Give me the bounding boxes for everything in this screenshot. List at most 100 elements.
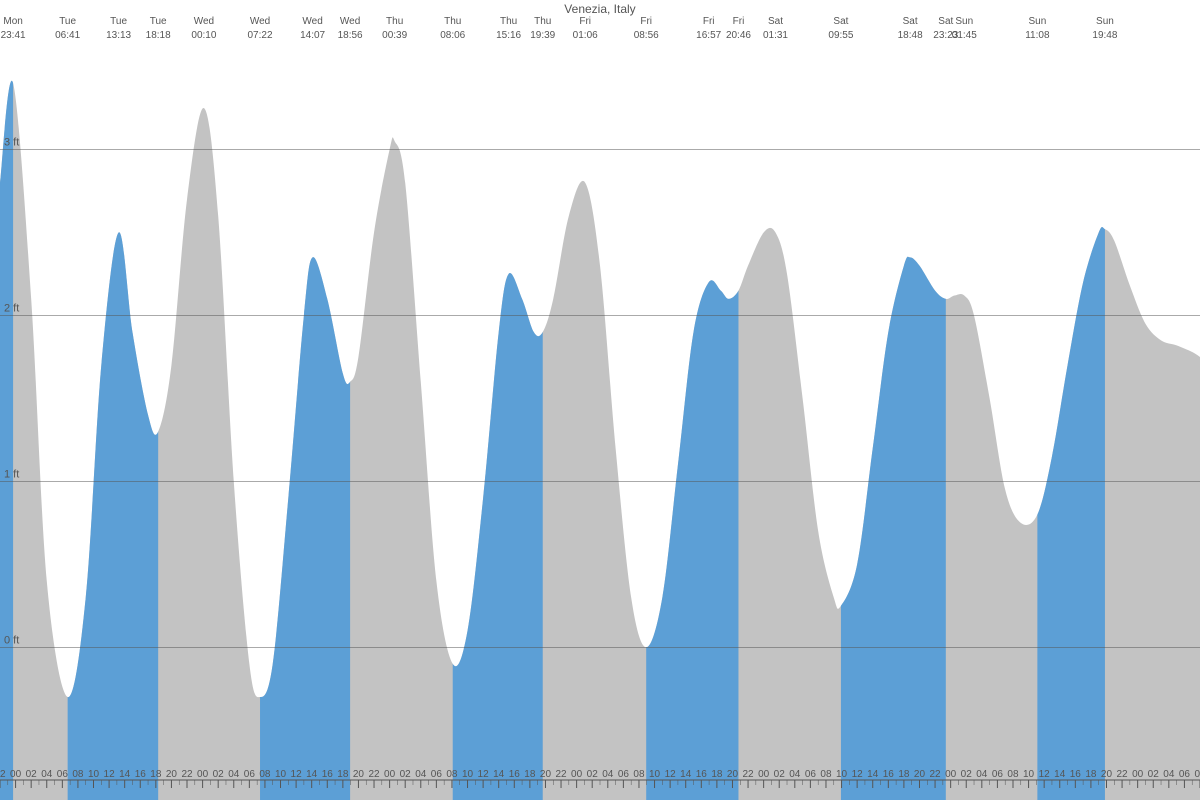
svg-text:13:13: 13:13 xyxy=(106,30,131,41)
x-tick-label: 14 xyxy=(867,769,879,780)
x-tick-label: 18 xyxy=(898,769,910,780)
svg-text:08:56: 08:56 xyxy=(634,30,659,41)
x-tick-label: 22 xyxy=(930,769,942,780)
x-tick-label: 14 xyxy=(680,769,692,780)
x-tick-label: 20 xyxy=(727,769,739,780)
x-tick-label: 02 xyxy=(213,769,225,780)
svg-text:08:06: 08:06 xyxy=(440,30,465,41)
x-tick-label: 12 xyxy=(852,769,864,780)
svg-text:Wed: Wed xyxy=(250,16,270,27)
x-tick-label: 10 xyxy=(88,769,100,780)
tide-event-label: Thu19:39 xyxy=(530,16,555,41)
x-tick-label: 08 xyxy=(820,769,832,780)
x-tick-label: 16 xyxy=(883,769,895,780)
x-tick-label: 04 xyxy=(1163,769,1175,780)
tide-event-label: Fri16:57 xyxy=(696,16,721,41)
x-tick-label: 18 xyxy=(711,769,723,780)
x-tick-label: 06 xyxy=(805,769,817,780)
x-tick-label: 02 xyxy=(400,769,412,780)
y-tick-label: 0 ft xyxy=(4,634,19,646)
svg-text:19:48: 19:48 xyxy=(1092,30,1117,41)
x-tick-label: 08 xyxy=(446,769,458,780)
svg-text:Fri: Fri xyxy=(640,16,652,27)
x-tick-label: 00 xyxy=(571,769,583,780)
chart-title: Venezia, Italy xyxy=(0,2,1200,16)
tide-area-night xyxy=(0,81,1200,800)
x-tick-label: 16 xyxy=(509,769,521,780)
x-tick-label: 16 xyxy=(1070,769,1082,780)
x-tick-label: 14 xyxy=(493,769,505,780)
svg-text:15:16: 15:16 xyxy=(496,30,521,41)
x-tick-label: 16 xyxy=(135,769,147,780)
x-tick-label: 02 xyxy=(587,769,599,780)
tide-event-label: Wed 00:10 xyxy=(191,16,216,41)
tide-event-label: Fri20:46 xyxy=(726,16,751,41)
svg-text:Thu: Thu xyxy=(444,16,461,27)
svg-text:Tue: Tue xyxy=(150,16,167,27)
x-tick-label: 00 xyxy=(758,769,770,780)
x-tick-label: 14 xyxy=(1054,769,1066,780)
x-tick-label: 20 xyxy=(914,769,926,780)
svg-text:Wed: Wed xyxy=(194,16,214,27)
tide-event-label: Fri01:06 xyxy=(573,16,598,41)
tide-event-label: Wed18:56 xyxy=(338,16,363,41)
svg-text:Wed: Wed xyxy=(302,16,322,27)
x-tick-label: 06 xyxy=(244,769,256,780)
svg-text:Sun: Sun xyxy=(1028,16,1046,27)
x-tick-label: 08 xyxy=(1007,769,1019,780)
x-tick-label: 10 xyxy=(649,769,661,780)
svg-text:00:10: 00:10 xyxy=(191,30,216,41)
x-tick-label: 04 xyxy=(602,769,614,780)
x-tick-label: 10 xyxy=(275,769,287,780)
x-tick-label: 20 xyxy=(166,769,178,780)
x-tick-label: 02 xyxy=(1148,769,1160,780)
x-tick-label: 04 xyxy=(789,769,801,780)
svg-text:Sun: Sun xyxy=(955,16,973,27)
tide-event-label: Sat18:48 xyxy=(898,16,923,41)
tide-event-label: Mon23:41 xyxy=(1,16,26,41)
svg-text:18:56: 18:56 xyxy=(338,30,363,41)
x-tick-label: 10 xyxy=(462,769,474,780)
x-tick-label: 04 xyxy=(228,769,240,780)
x-tick-label: 00 xyxy=(1132,769,1144,780)
x-tick-label: 08 xyxy=(259,769,271,780)
svg-text:Sat: Sat xyxy=(903,16,918,27)
x-tick-label: 06 xyxy=(1179,769,1191,780)
x-tick-label: 22 xyxy=(1117,769,1129,780)
x-tick-label: 22 xyxy=(742,769,754,780)
x-tick-label: 06 xyxy=(618,769,630,780)
x-tick-label: 22 xyxy=(181,769,193,780)
svg-text:Sat: Sat xyxy=(833,16,848,27)
svg-text:01:45: 01:45 xyxy=(952,30,977,41)
x-tick-label: 22 xyxy=(555,769,567,780)
tide-event-label: Tue 13:13 xyxy=(106,16,131,41)
svg-text:01:06: 01:06 xyxy=(573,30,598,41)
tide-event-label: Sat09:55 xyxy=(828,16,853,41)
x-tick-label: 14 xyxy=(119,769,131,780)
svg-text:Tue: Tue xyxy=(59,16,76,27)
x-tick-label: 00 xyxy=(10,769,22,780)
y-tick-label: 1 ft xyxy=(4,468,19,480)
tide-event-label: Sat01:31 xyxy=(763,16,788,41)
x-tick-label: 02 xyxy=(961,769,973,780)
x-tick-label: 00 xyxy=(384,769,396,780)
x-tick-label: 08 xyxy=(1194,769,1200,780)
x-tick-label: 06 xyxy=(57,769,69,780)
x-tick-label: 04 xyxy=(415,769,427,780)
x-tick-label: 16 xyxy=(322,769,334,780)
svg-text:Tue: Tue xyxy=(110,16,127,27)
x-tick-label: 02 xyxy=(774,769,786,780)
x-tick-label: 22 xyxy=(368,769,380,780)
svg-text:23:41: 23:41 xyxy=(1,30,26,41)
x-tick-label: 18 xyxy=(524,769,536,780)
x-tick-label: 14 xyxy=(306,769,318,780)
tide-event-label: Wed14:07 xyxy=(300,16,325,41)
tide-event-label: Thu15:16 xyxy=(496,16,521,41)
svg-text:11:08: 11:08 xyxy=(1025,30,1050,41)
svg-text:06:41: 06:41 xyxy=(55,30,80,41)
svg-text:Fri: Fri xyxy=(733,16,745,27)
x-tick-label: 12 xyxy=(104,769,116,780)
tide-event-label: Sun 11:08 xyxy=(1025,16,1050,41)
x-tick-label: 18 xyxy=(337,769,349,780)
x-tick-label: 04 xyxy=(41,769,53,780)
